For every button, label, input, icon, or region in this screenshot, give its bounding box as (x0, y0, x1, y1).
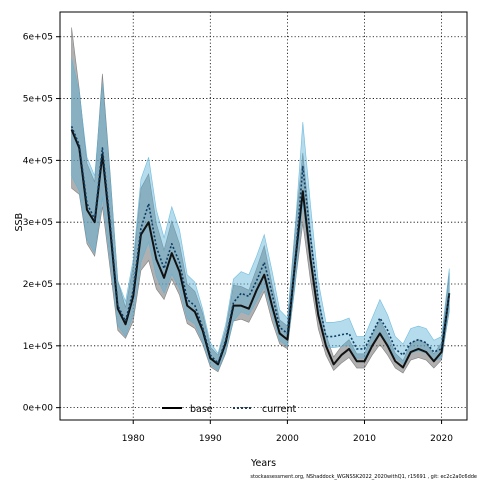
series-lines (70, 126, 451, 369)
x-tick-label: 2020 (430, 434, 453, 444)
y-tick-label: 2e+05 (23, 280, 53, 290)
y-tick-label: 3e+05 (23, 218, 53, 228)
line-current (70, 126, 451, 364)
y-tick-label: 6e+05 (23, 33, 53, 43)
y-tick-label: 4e+05 (23, 156, 53, 166)
y-tick-label: 0e+00 (23, 404, 54, 414)
y-axis-title: SSB (14, 213, 25, 232)
x-tick-label: 1980 (122, 434, 145, 444)
y-tick-label: 1e+05 (23, 342, 53, 352)
confidence-bands (71, 27, 450, 374)
legend-label-base: base (190, 404, 213, 415)
x-tick-label: 2010 (353, 434, 376, 444)
footnote: stockassessment.org, NShaddock_WGNSSK202… (250, 474, 477, 480)
legend-label-current: current (262, 404, 297, 415)
legend: base current (162, 404, 297, 415)
band-current (71, 58, 450, 372)
x-tick-label: 1990 (199, 434, 222, 444)
y-tick-label: 5e+05 (23, 95, 53, 105)
line-base (70, 129, 451, 369)
plot-frame (59, 11, 468, 421)
axes: 1980 1990 2000 2010 2020 0e+00 1e+05 2e+05 3e+05… (23, 33, 454, 444)
x-axis-title: Years (250, 458, 276, 469)
x-tick-label: 2000 (276, 434, 299, 444)
